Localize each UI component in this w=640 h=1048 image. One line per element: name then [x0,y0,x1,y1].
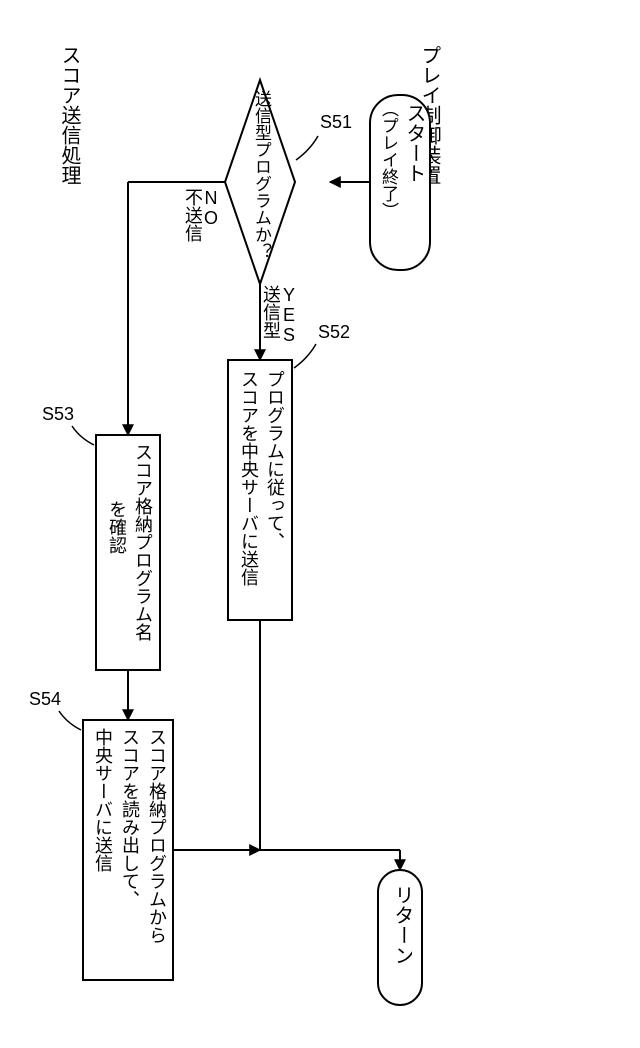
yes-label-2: 送信型 [258,285,280,355]
s52-node: プログラムに従って、 スコアを中央サーバに送信 [228,360,292,620]
s53-id: S53 [42,404,74,424]
decision-node: 送信型プログラムか？ [225,80,295,284]
s54-node: スコア格納プログラムから スコアを読み出して、 中央サーバに送信 [83,720,173,980]
no-label-1: NO [200,188,222,248]
s54-leader [59,711,81,730]
s54-id: S54 [29,689,61,709]
title-left: スコア送信処理 [55,45,85,245]
start-node: スタート （プレイ終了） [370,95,430,270]
return-node: リターン [378,870,422,1005]
s51-leader [296,136,318,160]
s51-id: S51 [320,112,352,132]
s53-leader [72,426,94,445]
s52-id: S52 [318,322,350,342]
flowchart-canvas: スコア送信処理 プレイ制御装置 スタート （プレイ終了） 送信型プログラムか？ … [0,0,640,1048]
no-label-2: 不送信 [180,188,202,258]
s53-node: スコア格納プログラム名 を確認 [96,435,160,670]
yes-label-1: YES [278,285,300,355]
